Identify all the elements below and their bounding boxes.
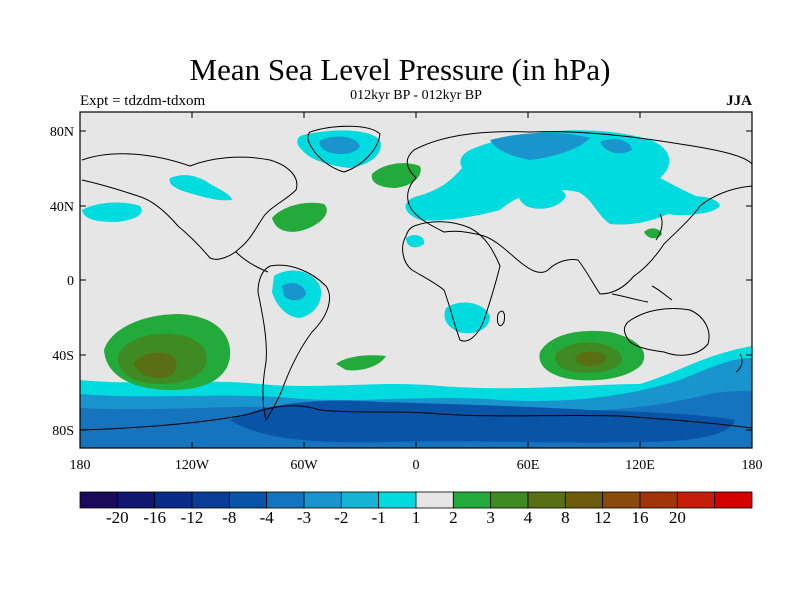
greenland-lightblue <box>319 136 360 154</box>
colorbar-tick-label: -1 <box>372 508 386 527</box>
lon-tick-label: 60E <box>517 458 540 473</box>
arctic-eurasia-cyan <box>405 130 716 225</box>
season-label: JJA <box>726 93 752 109</box>
south-pacific-high-core <box>134 352 177 378</box>
lat-tick-label: 0 <box>67 274 74 289</box>
colorbar-swatch <box>191 491 230 509</box>
colorbar-swatch <box>714 491 753 509</box>
colorbar-tick-label: -4 <box>260 508 275 527</box>
colorbar-swatch <box>452 491 492 509</box>
lon-tick-label: 120E <box>625 458 655 473</box>
lat-tick-label: 80N <box>50 125 74 140</box>
lon-tick-label: 120W <box>175 458 210 473</box>
japan-green <box>644 228 662 239</box>
colorbar-swatch <box>378 491 417 509</box>
colorbar-tick-label: 20 <box>669 508 686 527</box>
colorbar-tick-label: 3 <box>486 508 495 527</box>
colorbar-swatch <box>266 491 305 509</box>
lon-tick-label: 180 <box>742 458 763 473</box>
antarctic-dark-blue <box>230 400 735 443</box>
colorbar-tick-label: 8 <box>561 508 570 527</box>
colorbar-tick-label: -16 <box>143 508 166 527</box>
colorbar-tick-label: -20 <box>106 508 129 527</box>
lat-tick-label: 40S <box>52 349 74 364</box>
lat-tick-label: 40N <box>50 200 74 215</box>
colorbar-tick-label: 16 <box>632 508 649 527</box>
colorbar-tick-label: 12 <box>594 508 611 527</box>
europe-green <box>371 163 421 188</box>
lon-tick-label: 60W <box>290 458 318 473</box>
colorbar-swatch <box>340 491 380 509</box>
arctic-eurasia-lightblue-2 <box>600 139 632 154</box>
southern-africa-cyan <box>444 302 490 334</box>
colorbar-tick-label: -2 <box>334 508 348 527</box>
colorbar-swatch <box>303 491 342 509</box>
arctic-eurasia-lightblue <box>490 132 590 160</box>
colorbar-tick-label: -12 <box>181 508 204 527</box>
coastlines <box>80 125 752 431</box>
north-pacific-cyan <box>82 202 142 222</box>
lon-tick-label: 180 <box>70 458 91 473</box>
sahel-cyan <box>406 235 425 248</box>
colorbar-tick-label: -3 <box>297 508 311 527</box>
lon-axis <box>191 112 641 448</box>
colorbar-swatch <box>415 491 454 509</box>
chart-title: Mean Sea Level Pressure (in hPa) <box>189 52 611 87</box>
experiment-label: Expt = tdzdm-tdxom <box>80 93 206 109</box>
colorbar <box>79 491 753 509</box>
colorbar-swatch <box>116 491 156 509</box>
colorbar-swatch <box>602 491 641 509</box>
pressure-field <box>80 112 752 448</box>
colorbar-swatch <box>527 491 566 509</box>
colorbar-swatch <box>79 491 118 509</box>
lat-tick-label: 80S <box>52 424 74 439</box>
lon-tick-label: 0 <box>413 458 420 473</box>
colorbar-swatch <box>490 491 529 509</box>
lat-axis <box>80 130 752 431</box>
west-pacific-cyan <box>680 196 720 214</box>
colorbar-tick-label: 2 <box>449 508 458 527</box>
indian-ocean-high-core <box>575 351 607 366</box>
amazon-lightblue <box>282 283 306 301</box>
indian-ocean-cyan <box>518 183 566 209</box>
alaska-cyan <box>169 175 232 201</box>
north-atlantic-green <box>272 202 327 232</box>
colorbar-swatch <box>228 491 268 509</box>
subtitle: 012kyr BP - 012kyr BP <box>350 88 482 103</box>
colorbar-swatch <box>154 491 193 509</box>
colorbar-labels: -20 -16 -12 -8 -4 -3 -2 -1 1 2 3 4 8 12 16 20 <box>106 508 686 527</box>
colorbar-tick-label: 4 <box>524 508 533 527</box>
colorbar-tick-label: 1 <box>412 508 421 527</box>
colorbar-tick-label: -8 <box>222 508 236 527</box>
south-atlantic-green <box>336 355 386 371</box>
colorbar-swatch <box>564 491 604 509</box>
colorbar-swatch <box>639 491 678 509</box>
colorbar-swatch <box>676 491 716 509</box>
